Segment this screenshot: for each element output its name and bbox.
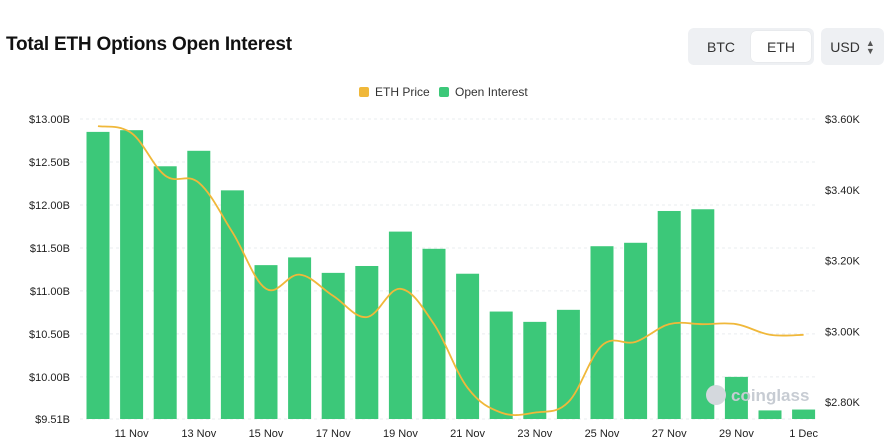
bar (556, 309, 580, 419)
bar (590, 246, 614, 419)
bar (724, 376, 748, 419)
bar (792, 409, 816, 419)
bar (355, 265, 379, 419)
y-left-tick-label: $9.51B (35, 414, 70, 426)
tab-btc[interactable]: BTC (707, 38, 735, 55)
y-right-tick-label: $3.60K (825, 114, 861, 126)
asset-toggle: BTC ETH (688, 28, 814, 65)
legend-label: Open Interest (455, 85, 528, 99)
currency-value: USD (830, 38, 860, 55)
x-tick-label: 1 Dec (789, 428, 818, 440)
bar (489, 311, 513, 419)
y-left-tick-label: $11.50B (30, 243, 70, 255)
x-tick-label: 27 Nov (652, 428, 687, 440)
bar (624, 242, 648, 419)
bar (187, 150, 211, 419)
y-left-tick-label: $12.00B (29, 200, 70, 212)
bar (456, 273, 480, 419)
x-tick-label: 25 Nov (585, 428, 620, 440)
tab-eth[interactable]: ETH (751, 31, 811, 62)
currency-select[interactable]: USD ▲ ▼ (821, 28, 884, 65)
x-tick-label: 19 Nov (383, 428, 418, 440)
y-right-tick-label: $3.20K (825, 256, 861, 268)
y-left-tick-label: $11.00B (30, 286, 70, 298)
y-right-tick-label: $3.00K (825, 326, 861, 338)
x-tick-label: 11 Nov (115, 428, 150, 440)
bar (691, 209, 715, 419)
coinglass-logo-icon (706, 385, 726, 405)
bar (120, 130, 144, 419)
bar (388, 231, 412, 419)
y-left-tick-label: $10.00B (29, 372, 70, 384)
chart-title: Total ETH Options Open Interest (6, 34, 292, 55)
y-left-tick-label: $12.50B (29, 157, 70, 169)
legend-swatch (439, 87, 449, 97)
bar (523, 321, 547, 419)
watermark: coinglass (731, 386, 809, 405)
bar (86, 131, 110, 419)
legend-swatch (359, 87, 369, 97)
bar (254, 265, 278, 419)
x-tick-label: 15 Nov (249, 428, 284, 440)
bar (422, 248, 446, 419)
y-left-tick-label: $10.50B (29, 329, 70, 341)
y-left-tick-label: $13.00B (29, 114, 70, 126)
bar (153, 166, 177, 419)
bar (288, 257, 312, 419)
bar (220, 190, 244, 419)
x-tick-label: 13 Nov (181, 428, 216, 440)
bar (321, 272, 345, 419)
bar (657, 210, 681, 419)
chevron-updown-icon: ▲ ▼ (865, 37, 875, 56)
x-tick-label: 21 Nov (450, 428, 485, 440)
y-right-tick-label: $3.40K (825, 185, 861, 197)
eth-price-line (97, 125, 804, 416)
x-tick-label: 29 Nov (719, 428, 754, 440)
x-tick-label: 17 Nov (316, 428, 351, 440)
x-tick-label: 23 Nov (517, 428, 552, 440)
legend-label: ETH Price (375, 85, 430, 99)
y-right-tick-label: $2.80K (825, 397, 861, 409)
bar (758, 410, 782, 419)
